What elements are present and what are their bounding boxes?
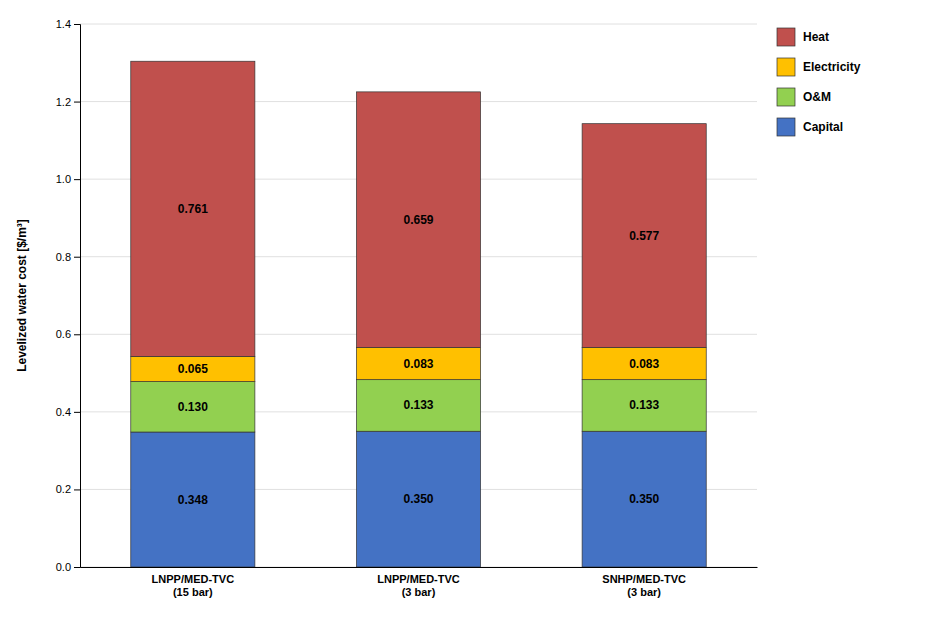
y-tick-mark <box>74 102 80 103</box>
bar <box>582 347 706 379</box>
y-tick-label: 0.4 <box>56 406 71 418</box>
y-tick-mark <box>74 334 80 335</box>
legend-swatch <box>777 28 795 46</box>
bar <box>356 347 480 379</box>
data-labels: 0.348 0.350 0.350 0.130 0.133 0.133 0.065 0.083… <box>178 202 660 507</box>
x-tick: LNPP/MED-TVC(3 bar) <box>377 573 460 598</box>
data-label: 0.083 <box>629 357 659 371</box>
data-label: 0.350 <box>403 492 433 506</box>
bar <box>582 380 706 432</box>
legend-label: O&M <box>803 90 831 104</box>
grid-line <box>80 24 757 25</box>
x-axis-line <box>81 567 758 568</box>
legend: Heat Electricity O&M Capital <box>777 28 861 136</box>
data-label: 0.065 <box>178 362 208 376</box>
y-tick: 0.4 <box>56 406 80 418</box>
y-tick-mark <box>74 179 80 180</box>
y-tick: 0.8 <box>56 251 80 263</box>
y-tick-mark <box>74 489 80 490</box>
x-axis: LNPP/MED-TVC(15 bar)LNPP/MED-TVC(3 bar)S… <box>81 568 758 599</box>
legend-label: Heat <box>803 30 829 44</box>
x-tick-label-line: SNHP/MED-TVC <box>602 573 686 585</box>
legend-item: O&M <box>777 88 831 106</box>
y-tick-label: 1.4 <box>56 18 71 30</box>
y-tick-mark <box>74 412 80 413</box>
bars <box>131 61 706 567</box>
y-tick-mark <box>74 567 80 568</box>
y-tick: 1.2 <box>56 96 80 108</box>
y-tick-mark <box>74 257 80 258</box>
chart: 0.348 0.350 0.350 0.130 0.133 0.133 0.065 0.083… <box>0 0 927 631</box>
legend-swatch <box>777 58 795 76</box>
x-tick: LNPP/MED-TVC(15 bar) <box>152 573 235 598</box>
y-tick-label: 0.2 <box>56 483 71 495</box>
data-label: 0.659 <box>403 213 433 227</box>
y-tick: 0.6 <box>56 328 80 340</box>
y-axis: 0.0 0.2 0.4 0.6 0.8 1.0 1.2 1.4 <box>56 18 81 573</box>
x-tick: SNHP/MED-TVC(3 bar) <box>602 573 686 598</box>
bar <box>356 431 480 567</box>
y-axis-line <box>74 25 81 568</box>
y-tick: 0.2 <box>56 483 80 495</box>
x-tick-label-line: LNPP/MED-TVC <box>377 573 460 585</box>
x-tick-label: LNPP/MED-TVC(3 bar) <box>377 573 460 598</box>
bar <box>131 432 255 567</box>
bar <box>356 92 480 348</box>
data-label: 0.133 <box>629 398 659 412</box>
legend-item: Capital <box>777 118 843 136</box>
bar <box>356 380 480 432</box>
y-tick: 0.0 <box>56 561 80 573</box>
plot: 0.348 0.350 0.350 0.130 0.133 0.133 0.065 0.083… <box>56 18 758 598</box>
legend-item: Heat <box>777 28 829 46</box>
x-tick-label: LNPP/MED-TVC(15 bar) <box>152 573 235 598</box>
x-tick-label-line: (3 bar) <box>402 586 436 598</box>
legend-label: Capital <box>803 120 843 134</box>
y-axis-title: Levelized water cost [$/m³] <box>15 219 29 372</box>
y-tick: 1.4 <box>56 18 80 30</box>
data-label: 0.130 <box>178 400 208 414</box>
y-tick-label: 0.8 <box>56 251 71 263</box>
bar <box>582 431 706 567</box>
data-label: 0.133 <box>403 398 433 412</box>
x-tick-label: SNHP/MED-TVC(3 bar) <box>602 573 686 598</box>
data-label: 0.348 <box>178 493 208 507</box>
y-tick-label: 0.6 <box>56 328 71 340</box>
y-tick-label: 1.2 <box>56 96 71 108</box>
y-tick-mark <box>74 24 80 25</box>
data-label: 0.577 <box>629 229 659 243</box>
legend-swatch <box>777 118 795 136</box>
bar <box>131 382 255 432</box>
legend-label: Electricity <box>803 60 861 74</box>
x-tick-label-line: (15 bar) <box>173 586 213 598</box>
y-tick-label: 1.0 <box>56 173 71 185</box>
bar <box>131 61 255 356</box>
legend-swatch <box>777 88 795 106</box>
bar <box>582 124 706 348</box>
data-label: 0.083 <box>403 357 433 371</box>
y-tick: 1.0 <box>56 173 80 185</box>
y-tick-label: 0.0 <box>56 561 71 573</box>
data-label: 0.350 <box>629 492 659 506</box>
bar <box>131 356 255 381</box>
x-tick-label-line: (3 bar) <box>627 586 661 598</box>
x-tick-label-line: LNPP/MED-TVC <box>152 573 235 585</box>
legend-item: Electricity <box>777 58 861 76</box>
data-label: 0.761 <box>178 202 208 216</box>
grid <box>80 24 757 567</box>
